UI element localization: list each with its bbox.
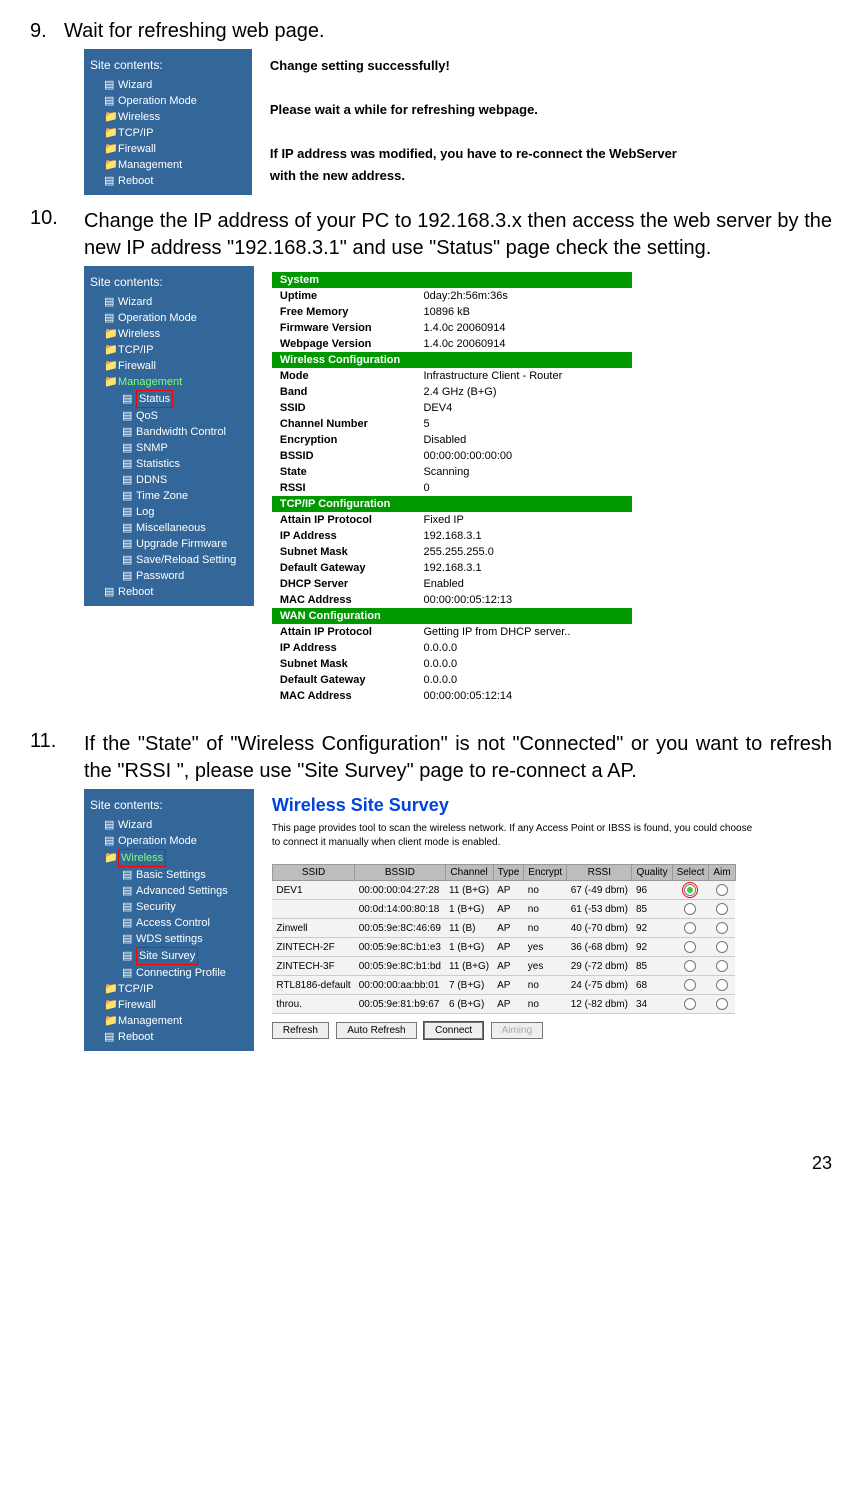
aim-radio[interactable] <box>716 941 728 953</box>
survey-title: Wireless Site Survey <box>272 795 762 816</box>
sidebar-item[interactable]: Wireless <box>84 326 254 342</box>
sidebar-item[interactable]: Operation Mode <box>84 310 254 326</box>
survey-panel: Wireless Site Survey This page provides … <box>258 789 776 1045</box>
sidebar-item[interactable]: TCP/IP <box>84 981 254 997</box>
figure-status: Site contents: Wizard Operation Mode Wir… <box>84 266 832 710</box>
survey-desc: This page provides tool to scan the wire… <box>272 822 762 850</box>
select-radio[interactable] <box>684 998 696 1010</box>
sidebar-item[interactable]: DDNS <box>84 472 254 488</box>
sidebar-item[interactable]: WDS settings <box>84 931 254 947</box>
sidebar-3: Site contents: Wizard Operation Mode Wir… <box>84 789 254 1051</box>
select-radio[interactable] <box>684 941 696 953</box>
select-radio[interactable] <box>684 960 696 972</box>
sidebar-item[interactable]: Management <box>84 1013 254 1029</box>
survey-table: SSIDBSSIDChannelTypeEncryptRSSIQualitySe… <box>272 864 736 1014</box>
aim-radio[interactable] <box>716 922 728 934</box>
sidebar-item[interactable]: Wireless <box>84 109 252 125</box>
sidebar-item[interactable]: Security <box>84 899 254 915</box>
sidebar-item[interactable]: Wizard <box>84 77 252 93</box>
sidebar-item[interactable]: Advanced Settings <box>84 883 254 899</box>
sidebar-item[interactable]: Bandwidth Control <box>84 424 254 440</box>
sidebar-item[interactable]: Management <box>84 157 252 173</box>
sidebar-item[interactable]: Connecting Profile <box>84 965 254 981</box>
sidebar-item[interactable]: QoS <box>84 408 254 424</box>
sidebar-item[interactable]: Operation Mode <box>84 833 254 849</box>
sidebar-item[interactable]: Wizard <box>84 294 254 310</box>
sidebar-item[interactable]: Firewall <box>84 997 254 1013</box>
auto-refresh-button[interactable]: Auto Refresh <box>336 1022 416 1039</box>
sidebar-item[interactable]: Upgrade Firmware <box>84 536 254 552</box>
aiming-button[interactable]: Aiming <box>491 1022 544 1039</box>
aim-radio[interactable] <box>716 884 728 896</box>
sidebar-item[interactable]: Statistics <box>84 456 254 472</box>
connect-button[interactable]: Connect <box>424 1022 483 1039</box>
step-9: 9.Wait for refreshing web page. <box>30 20 832 43</box>
aim-radio[interactable] <box>716 960 728 972</box>
sidebar-item[interactable]: Firewall <box>84 141 252 157</box>
aim-radio[interactable] <box>716 979 728 991</box>
sidebar-title: Site contents: <box>84 55 252 77</box>
refresh-button[interactable]: Refresh <box>272 1022 329 1039</box>
sidebar-item[interactable]: TCP/IP <box>84 342 254 358</box>
sidebar-item[interactable]: Wizard <box>84 817 254 833</box>
step-10-text: Change the IP address of your PC to 192.… <box>84 208 832 262</box>
select-radio[interactable] <box>684 903 696 915</box>
select-radio[interactable] <box>684 922 696 934</box>
aim-radio[interactable] <box>716 903 728 915</box>
sidebar-item[interactable]: Reboot <box>84 1029 254 1045</box>
sidebar-item-status[interactable]: Status <box>84 390 254 408</box>
sidebar-item[interactable]: Miscellaneous <box>84 520 254 536</box>
step-11-text: If the "State" of "Wireless Configuratio… <box>84 731 832 785</box>
sidebar-item[interactable]: Reboot <box>84 584 254 600</box>
sidebar-2: Site contents: Wizard Operation Mode Wir… <box>84 266 254 606</box>
sidebar-item[interactable]: Reboot <box>84 173 252 189</box>
survey-buttons: Refresh Auto Refresh Connect Aiming <box>272 1014 762 1039</box>
sidebar-item-wireless[interactable]: Wireless <box>84 849 254 867</box>
sidebar-item[interactable]: Firewall <box>84 358 254 374</box>
sidebar-item[interactable]: Save/Reload Setting <box>84 552 254 568</box>
aim-radio[interactable] <box>716 998 728 1010</box>
sidebar-1: Site contents: Wizard Operation Mode Wir… <box>84 49 252 195</box>
page-number: 23 <box>0 1153 832 1174</box>
sidebar-item[interactable]: Access Control <box>84 915 254 931</box>
refresh-message: Change setting successfully! Please wait… <box>256 49 691 193</box>
sidebar-item[interactable]: Operation Mode <box>84 93 252 109</box>
sidebar-item[interactable]: SNMP <box>84 440 254 456</box>
figure-survey: Site contents: Wizard Operation Mode Wir… <box>84 789 832 1051</box>
sidebar-item[interactable]: Password <box>84 568 254 584</box>
status-table: SystemUptime0day:2h:56m:36sFree Memory10… <box>258 266 646 710</box>
select-radio[interactable] <box>684 884 696 896</box>
sidebar-item[interactable]: Time Zone <box>84 488 254 504</box>
select-radio[interactable] <box>684 979 696 991</box>
sidebar-item[interactable]: Basic Settings <box>84 867 254 883</box>
sidebar-item-management[interactable]: Management <box>84 374 254 390</box>
sidebar-item-site-survey[interactable]: Site Survey <box>84 947 254 965</box>
figure-refresh: Site contents: Wizard Operation Mode Wir… <box>84 49 832 195</box>
sidebar-item[interactable]: Log <box>84 504 254 520</box>
sidebar-item[interactable]: TCP/IP <box>84 125 252 141</box>
